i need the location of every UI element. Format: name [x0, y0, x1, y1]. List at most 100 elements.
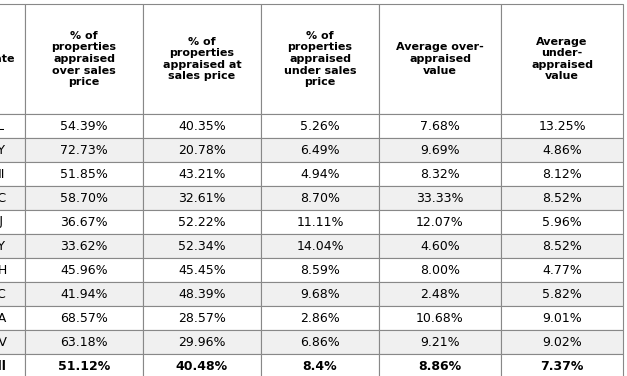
Text: 4.86%: 4.86% [542, 144, 582, 156]
Bar [379, 354, 501, 376]
Bar [25, 4, 143, 114]
Bar [25, 162, 143, 186]
Text: 68.57%: 68.57% [60, 311, 108, 324]
Text: 11.11%: 11.11% [296, 215, 344, 229]
Bar [261, 306, 379, 330]
Bar [143, 138, 261, 162]
Text: 4.94%: 4.94% [300, 167, 340, 180]
Text: Average over-
appraised
value: Average over- appraised value [396, 42, 484, 76]
Text: 4.60%: 4.60% [420, 240, 460, 253]
Text: Average
under-
appraised
value: Average under- appraised value [531, 36, 593, 81]
Bar [261, 138, 379, 162]
Bar [143, 234, 261, 258]
Bar [501, 258, 623, 282]
Bar [0, 138, 25, 162]
Bar [25, 186, 143, 210]
Text: 51.85%: 51.85% [60, 167, 108, 180]
Bar [501, 354, 623, 376]
Bar [25, 138, 143, 162]
Text: NJ: NJ [0, 215, 4, 229]
Text: 14.04%: 14.04% [296, 240, 344, 253]
Bar [261, 258, 379, 282]
Text: 5.82%: 5.82% [542, 288, 582, 300]
Text: OH: OH [0, 264, 7, 276]
Bar [501, 234, 623, 258]
Text: 8.52%: 8.52% [542, 240, 582, 253]
Bar [143, 162, 261, 186]
Bar [501, 4, 623, 114]
Bar [0, 258, 25, 282]
Bar [0, 282, 25, 306]
Bar [143, 306, 261, 330]
Bar [143, 114, 261, 138]
Bar [25, 354, 143, 376]
Bar [0, 306, 25, 330]
Text: 8.86%: 8.86% [418, 359, 461, 373]
Bar [379, 234, 501, 258]
Text: MI: MI [0, 167, 4, 180]
Bar [261, 4, 379, 114]
Bar [501, 138, 623, 162]
Bar [501, 114, 623, 138]
Bar [25, 210, 143, 234]
Bar [0, 330, 25, 354]
Text: 36.67%: 36.67% [60, 215, 108, 229]
Text: 7.37%: 7.37% [540, 359, 584, 373]
Text: 8.70%: 8.70% [300, 191, 340, 205]
Bar [501, 306, 623, 330]
Bar [261, 186, 379, 210]
Bar [25, 306, 143, 330]
Text: 2.86%: 2.86% [300, 311, 340, 324]
Bar [379, 114, 501, 138]
Text: 8.00%: 8.00% [420, 264, 460, 276]
Text: 43.21%: 43.21% [178, 167, 226, 180]
Text: 9.21%: 9.21% [420, 335, 460, 349]
Bar [143, 258, 261, 282]
Text: 6.86%: 6.86% [300, 335, 340, 349]
Bar [261, 114, 379, 138]
Text: 8.32%: 8.32% [420, 167, 460, 180]
Bar [379, 186, 501, 210]
Bar [379, 162, 501, 186]
Bar [0, 162, 25, 186]
Bar [261, 282, 379, 306]
Bar [261, 210, 379, 234]
Text: 8.12%: 8.12% [542, 167, 582, 180]
Text: % of
properties
appraised at
sales price: % of properties appraised at sales price [162, 36, 241, 81]
Bar [379, 282, 501, 306]
Text: 13.25%: 13.25% [538, 120, 586, 132]
Text: NC: NC [0, 191, 6, 205]
Text: 7.68%: 7.68% [420, 120, 460, 132]
Text: 10.68%: 10.68% [416, 311, 464, 324]
Bar [261, 162, 379, 186]
Text: 8.4%: 8.4% [303, 359, 337, 373]
Bar [143, 354, 261, 376]
Text: % of
properties
appraised
under sales
price: % of properties appraised under sales pr… [284, 31, 356, 87]
Bar [25, 258, 143, 282]
Bar [501, 282, 623, 306]
Text: 9.01%: 9.01% [542, 311, 582, 324]
Text: 33.33%: 33.33% [416, 191, 464, 205]
Text: 9.68%: 9.68% [300, 288, 340, 300]
Text: 5.26%: 5.26% [300, 120, 340, 132]
Bar [501, 186, 623, 210]
Bar [25, 330, 143, 354]
Bar [25, 282, 143, 306]
Text: 45.96%: 45.96% [60, 264, 108, 276]
Text: 8.52%: 8.52% [542, 191, 582, 205]
Bar [143, 4, 261, 114]
Text: 8.59%: 8.59% [300, 264, 340, 276]
Text: NY: NY [0, 144, 6, 156]
Text: 32.61%: 32.61% [178, 191, 226, 205]
Bar [261, 234, 379, 258]
Text: 33.62%: 33.62% [60, 240, 108, 253]
Text: All: All [0, 359, 6, 373]
Text: 29.96%: 29.96% [178, 335, 226, 349]
Bar [261, 330, 379, 354]
Text: WV: WV [0, 335, 8, 349]
Text: State: State [0, 54, 14, 64]
Text: SC: SC [0, 288, 6, 300]
Bar [379, 210, 501, 234]
Text: 58.70%: 58.70% [60, 191, 108, 205]
Bar [25, 234, 143, 258]
